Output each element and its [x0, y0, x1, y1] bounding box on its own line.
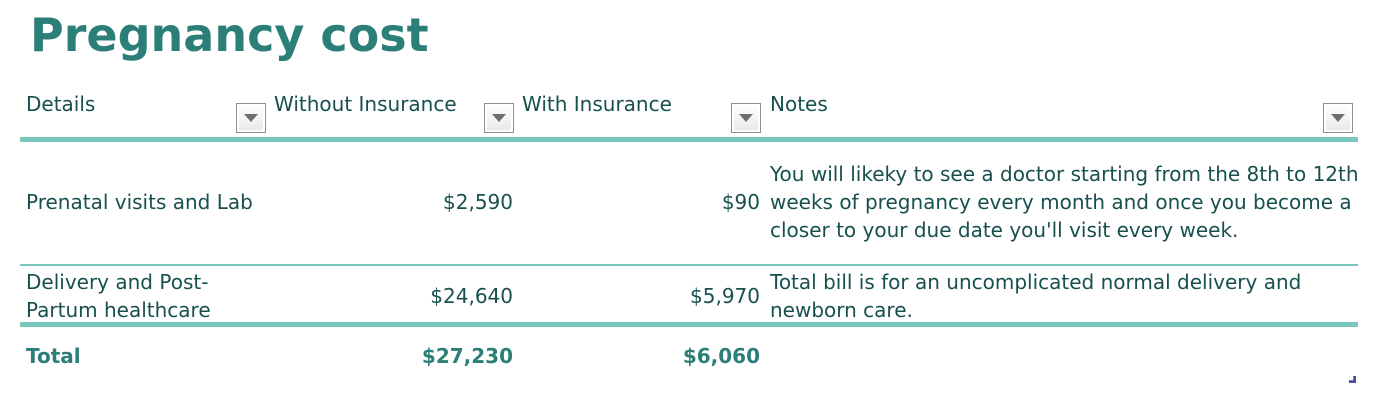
row-notes-line: Total bill is for an uncomplicated norma…	[770, 270, 1302, 294]
filter-dropdown-details[interactable]	[236, 103, 266, 133]
row-notes-line: weeks of pregnancy every month and once …	[770, 190, 1352, 214]
total-divider	[20, 322, 1358, 327]
column-header-details: Details	[26, 92, 96, 116]
row-notes-line: closer to your due date you'll visit eve…	[770, 218, 1239, 242]
page-title: Pregnancy cost	[30, 8, 429, 62]
row-details-line: Delivery and Post-	[26, 270, 209, 294]
column-header-without-insurance: Without Insurance	[274, 92, 457, 116]
row-divider	[20, 264, 1358, 266]
table-resize-handle[interactable]	[1349, 376, 1356, 383]
header-divider	[20, 137, 1358, 142]
filter-dropdown-notes[interactable]	[1323, 103, 1353, 133]
column-header-notes: Notes	[770, 92, 828, 116]
column-header-with-insurance: With Insurance	[522, 92, 672, 116]
row-notes-line: You will likeky to see a doctor starting…	[770, 162, 1359, 186]
row-without-insurance-cell: $24,640	[430, 284, 513, 308]
row-without-insurance-cell: $2,590	[443, 190, 513, 214]
row-details-cell: Prenatal visits and Lab	[26, 190, 253, 214]
total-with-insurance: $6,060	[682, 344, 760, 368]
row-with-insurance-cell: $90	[721, 190, 760, 214]
total-label: Total	[26, 344, 81, 368]
filter-dropdown-without-insurance[interactable]	[484, 103, 514, 133]
total-without-insurance: $27,230	[421, 344, 513, 368]
filter-dropdown-with-insurance[interactable]	[731, 103, 761, 133]
row-details-line: Partum healthcare	[26, 298, 211, 322]
row-notes-line: newborn care.	[770, 298, 913, 322]
row-with-insurance-cell: $5,970	[690, 284, 760, 308]
